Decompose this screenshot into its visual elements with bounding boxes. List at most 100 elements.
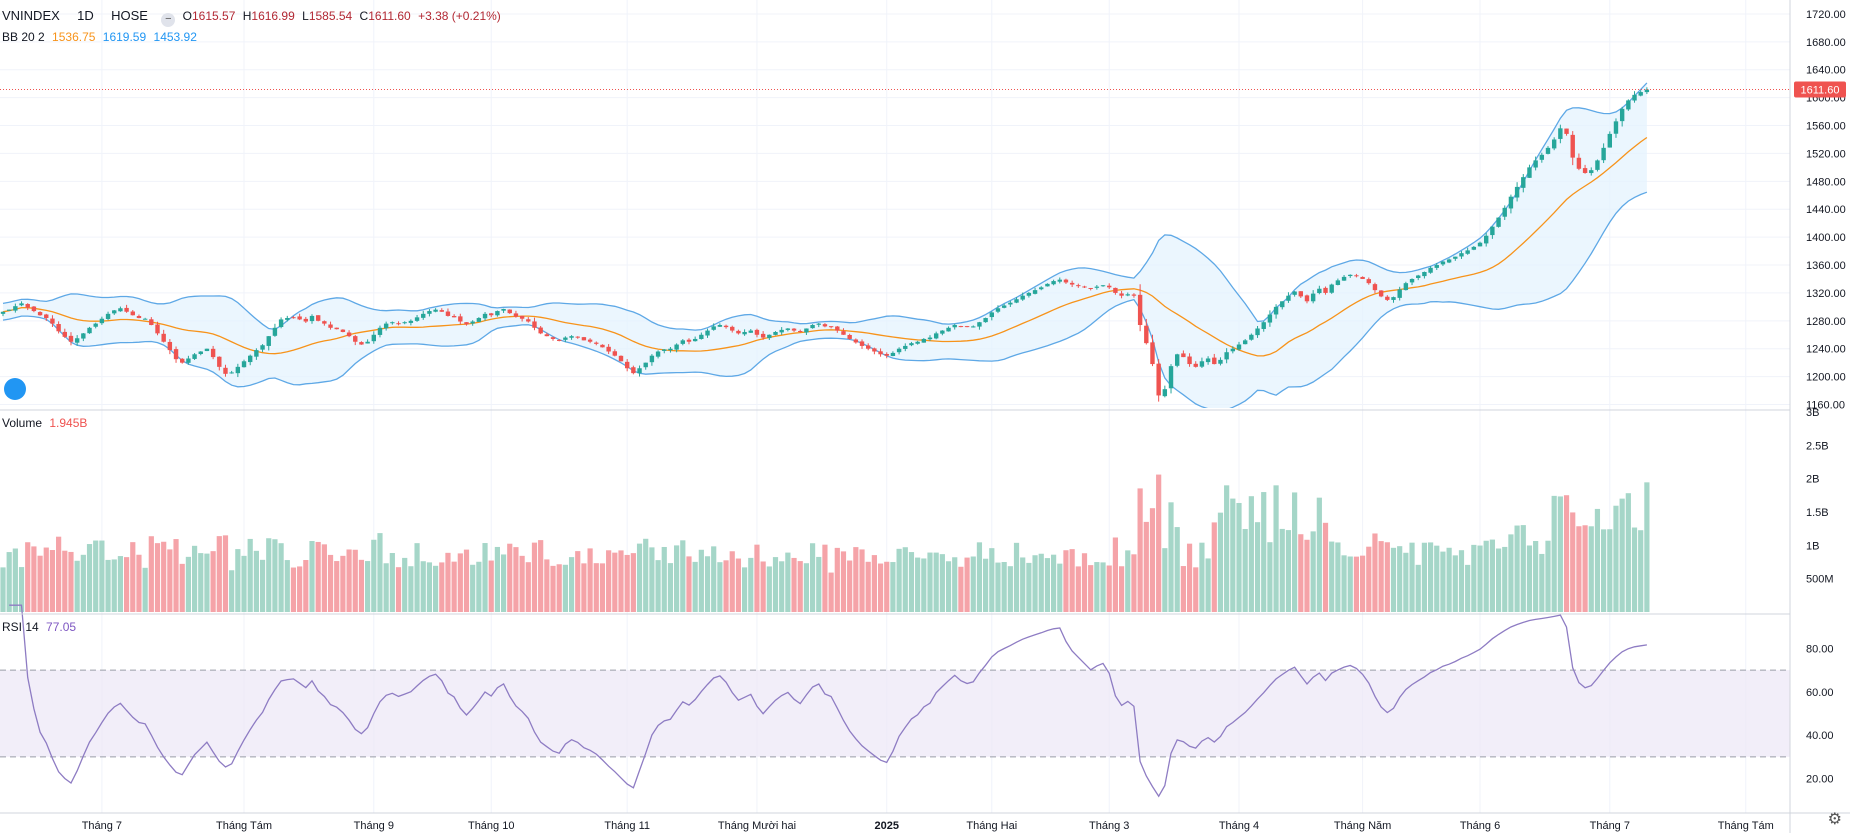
candle-body [204, 348, 210, 352]
volume-bar [210, 551, 216, 612]
candle-body [643, 362, 648, 368]
volume-bar [871, 555, 877, 612]
candle-body [1453, 256, 1458, 259]
price-tick-label: 1280.00 [1806, 316, 1846, 328]
candle [1317, 285, 1322, 295]
volume-bar [1112, 537, 1118, 612]
candle [68, 332, 74, 346]
rsi-tick-label: 80.00 [1806, 644, 1834, 656]
candle-body [439, 310, 444, 312]
volume-bar [18, 567, 25, 612]
candle-body [1397, 289, 1402, 298]
candle-body [1644, 89, 1650, 93]
last-price-marker: 1611.60 [0, 81, 1846, 98]
volume-bar [1174, 527, 1180, 612]
candle-body [68, 335, 74, 342]
candle-body [1063, 279, 1069, 283]
candle-body [618, 355, 624, 362]
candle [451, 314, 457, 318]
candle [136, 314, 142, 319]
volume-bar [1483, 540, 1489, 612]
volume-bar [1143, 521, 1149, 612]
volume-bar [80, 554, 86, 612]
candle-body [798, 330, 803, 332]
candle-body [1329, 284, 1334, 293]
collapse-legend-button[interactable]: − [161, 13, 176, 27]
price-legend: VNINDEX 1D HOSE − O1615.57 H1616.99 L158… [2, 9, 505, 27]
volume-bar [649, 547, 655, 612]
tradingview-logo-icon[interactable] [4, 378, 26, 400]
candle-body [1230, 348, 1236, 352]
volume-bar [0, 567, 6, 612]
candle-body [909, 343, 914, 346]
candle-body [519, 315, 525, 319]
candle [1168, 364, 1174, 394]
candle [1626, 99, 1631, 111]
candle-body [723, 325, 729, 328]
candle [909, 341, 914, 347]
candle [705, 328, 710, 338]
rsi-legend[interactable]: RSI 14 77.05 [2, 620, 80, 634]
volume-bar [12, 548, 18, 612]
volume-bar [327, 554, 334, 612]
candle [544, 332, 550, 337]
volume-bar [859, 549, 865, 612]
volume-bar [933, 552, 939, 612]
volume-bar [216, 536, 222, 612]
candle [1323, 286, 1328, 295]
candle-body [451, 315, 457, 318]
volume-bar [1514, 525, 1520, 612]
volume-bar [1520, 525, 1526, 612]
candle-body [192, 354, 197, 359]
time-tick-label: Tháng 11 [604, 820, 650, 832]
candle [791, 328, 797, 332]
candle [99, 316, 105, 325]
price-axis[interactable]: 1720.001680.001640.001600.001560.001520.… [1806, 9, 1846, 786]
candle-body [112, 310, 117, 314]
volume-bar [779, 561, 785, 612]
candle-body [637, 368, 642, 374]
settings-gear-icon[interactable]: ⚙ [1827, 811, 1842, 828]
candle [1298, 291, 1303, 299]
volume-bar [927, 552, 933, 612]
candle [1199, 357, 1205, 368]
time-axis[interactable]: Tháng 7 Tháng Tám Tháng 9 Tháng 10 Tháng 11 T… [82, 820, 1850, 832]
price-tick-label: 1560.00 [1806, 121, 1846, 133]
volume-tick-label: 3B [1806, 407, 1819, 419]
candle [563, 336, 568, 343]
volume-bar [1551, 495, 1557, 612]
volume-bar [704, 556, 711, 612]
price-tick-label: 1360.00 [1806, 260, 1846, 272]
volume-bar [1625, 493, 1631, 612]
candle [847, 333, 852, 340]
candle [142, 317, 148, 320]
candle-body [371, 334, 376, 342]
volume-bar [587, 548, 593, 612]
candle [804, 328, 809, 335]
volume-bar [723, 560, 729, 612]
close-label: C [359, 9, 369, 23]
candle-body [303, 318, 309, 322]
candle [1372, 282, 1378, 294]
volume-bar [136, 554, 142, 612]
volume-bar [433, 565, 439, 612]
interval-label[interactable]: 1D [77, 8, 94, 23]
candle [1032, 287, 1038, 295]
symbol-name[interactable]: VNINDEX [2, 8, 60, 23]
candle [1193, 361, 1198, 368]
candle [1280, 301, 1285, 310]
candle [155, 321, 160, 336]
candle-body [1304, 295, 1310, 302]
volume-bar [1427, 542, 1434, 612]
candle-body [278, 319, 284, 327]
volume-bar [890, 562, 896, 612]
volume-bar [1322, 522, 1329, 612]
volume-legend[interactable]: Volume 1.945B [2, 416, 91, 430]
candle [507, 309, 512, 314]
volume-bar [1619, 498, 1625, 612]
close-value: 1611.60 [368, 9, 411, 23]
candle [1076, 283, 1081, 288]
bb-legend[interactable]: BB 20 2 1536.75 1619.59 1453.92 [2, 30, 201, 44]
open-value: 1615.57 [191, 9, 236, 23]
